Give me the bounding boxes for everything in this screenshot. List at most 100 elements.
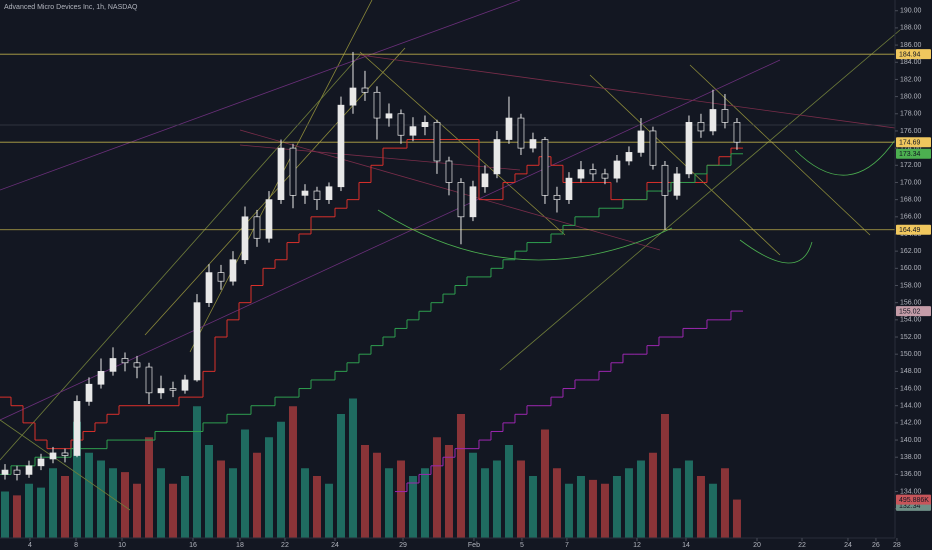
volume-bar (684, 460, 693, 538)
candle-body (13, 469, 21, 475)
volume-bar (720, 468, 729, 538)
candle-body (721, 109, 729, 123)
volume-bar (156, 468, 165, 538)
volume-bar (348, 398, 357, 538)
candle-body (601, 173, 609, 179)
y-tick-label: 184.00 (900, 59, 922, 66)
volume-bar (588, 479, 597, 538)
volume-bar (288, 406, 297, 538)
volume-bar (48, 468, 57, 538)
y-tick-label: 170.00 (900, 179, 922, 186)
candle-body (157, 388, 165, 394)
volume-bar (12, 495, 21, 538)
volume-bar (96, 460, 105, 538)
volume-bar (516, 460, 525, 538)
trend-line (0, 0, 521, 191)
price-tag (896, 306, 931, 317)
y-tick-label: 182.00 (900, 76, 922, 83)
volume-bar (192, 406, 201, 538)
arc (377, 209, 673, 261)
volume-bar (636, 460, 645, 538)
x-tick-label: Feb (468, 542, 480, 549)
trend-line (0, 419, 131, 511)
price-tag-label: 132.34 (899, 503, 921, 510)
volume-pane (1, 398, 741, 538)
y-tick-label: 136.00 (900, 471, 922, 478)
price-tag-label: 174.69 (899, 140, 921, 147)
y-tick-label: 144.00 (900, 403, 922, 410)
volume-bar (648, 452, 657, 538)
y-tick-label: 142.00 (900, 420, 922, 427)
candle-body (61, 452, 69, 456)
price-tag (896, 49, 931, 60)
trend-line (689, 64, 871, 236)
candle-body (481, 173, 489, 188)
volume-bar (612, 476, 621, 538)
arc (794, 139, 896, 176)
volume-bar (60, 476, 69, 538)
volume-bar (36, 487, 45, 538)
candle-body (181, 379, 189, 391)
candle-body (397, 113, 405, 136)
volume-bar (132, 483, 141, 538)
candle-body (361, 87, 369, 93)
candle-body (493, 139, 501, 175)
volume-bar (84, 452, 93, 538)
trend-line (499, 29, 901, 371)
candle-body (217, 272, 225, 282)
volume-bar (504, 445, 513, 538)
volume-bar (144, 437, 153, 538)
candle-body (265, 199, 273, 239)
volume-bar (300, 468, 309, 538)
y-tick-label: 154.00 (900, 317, 922, 324)
price-tag-label: 184.94 (899, 52, 921, 59)
candle-body (37, 458, 45, 467)
candle-body (193, 302, 201, 381)
y-tick-label: 178.00 (900, 111, 922, 118)
candle-body (433, 122, 441, 162)
volume-bar (564, 483, 573, 538)
candle-body (697, 122, 705, 132)
y-tick-label: 174.00 (900, 145, 922, 152)
candle-body (1, 469, 9, 475)
volume-bar (492, 460, 501, 538)
y-tick-label: 176.00 (900, 128, 922, 135)
axes: 132.00134.00136.00138.00140.00142.00144.… (28, 8, 931, 549)
volume-bar (180, 476, 189, 538)
y-tick-label: 188.00 (900, 25, 922, 32)
candle-body (301, 190, 309, 196)
candle-body (253, 216, 261, 239)
x-tick-label: 24 (844, 542, 852, 549)
candle-body (145, 366, 153, 394)
price-tag-label: 164.49 (899, 227, 921, 234)
volume-bar (540, 429, 549, 538)
candle-body (613, 160, 621, 179)
candle-body (277, 147, 285, 200)
candle-body (673, 173, 681, 196)
x-tick-label: 16 (189, 542, 197, 549)
volume-bar (24, 483, 33, 538)
trend-line (239, 144, 521, 171)
x-tick-label: 4 (28, 542, 32, 549)
y-tick-label: 138.00 (900, 454, 922, 461)
volume-bar (228, 468, 237, 538)
price-tag (896, 224, 931, 235)
candle-body (205, 272, 213, 304)
x-tick-label: 22 (281, 542, 289, 549)
volume-bar (708, 483, 717, 538)
price-tag-label: 155.02 (899, 308, 921, 315)
volume-bar (384, 468, 393, 538)
volume-bar (600, 483, 609, 538)
candle-body (445, 160, 453, 183)
volume-bar (72, 421, 81, 538)
volume-bar (528, 476, 537, 538)
candle-body (325, 186, 333, 200)
candle-body (625, 152, 633, 162)
candle-body (349, 87, 357, 106)
candle-body (517, 117, 525, 149)
x-tick-label: 5 (520, 542, 524, 549)
candle-body (85, 383, 93, 402)
volume-bar (1, 491, 10, 538)
volume-bar (444, 445, 453, 538)
